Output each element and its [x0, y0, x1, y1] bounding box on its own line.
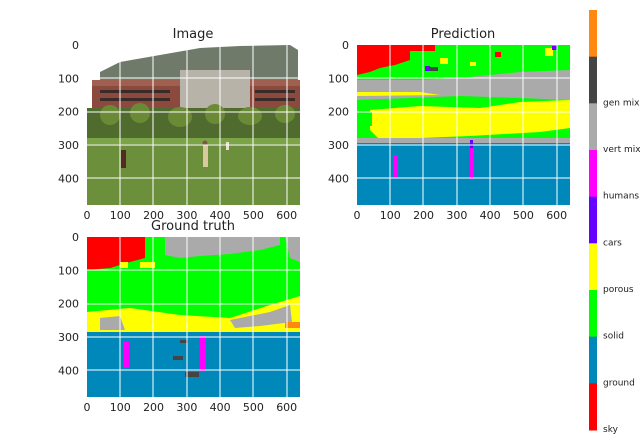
ground-truth-grid [87, 237, 300, 397]
colorbar-labels: sky ground solid porous cars humans vert mix ge… [603, 98, 640, 435]
prediction-title: Prediction [431, 27, 496, 42]
x-tick-label: 400 [210, 401, 231, 414]
colorbar-label: solid [603, 332, 624, 342]
ground-truth-y-ticks: 0 100 200 300 400 [58, 231, 79, 377]
y-tick-label: 300 [328, 139, 349, 152]
colorbar-label: humans [603, 192, 639, 202]
prediction-x-ticks: 0 100 200 300 400 500 600 [354, 209, 568, 222]
colorbar-label: ground [603, 378, 635, 388]
photo [87, 45, 300, 205]
colorbar-segment [589, 290, 597, 338]
y-tick-label: 400 [58, 364, 79, 377]
y-tick-label: 200 [328, 106, 349, 119]
image-y-ticks: 0 100 200 300 400 [58, 39, 79, 185]
colorbar-segment [589, 10, 597, 58]
y-tick-label: 0 [72, 39, 79, 52]
y-tick-label: 100 [328, 72, 349, 85]
x-tick-label: 600 [546, 209, 567, 222]
colorbar-segment [589, 56, 597, 104]
x-tick-label: 100 [110, 209, 131, 222]
y-tick-label: 400 [328, 172, 349, 185]
colorbar: sky ground solid porous cars humans vert mix ge… [589, 10, 640, 435]
image-x-ticks: 0 100 200 300 400 500 600 [84, 209, 298, 222]
y-tick-label: 300 [58, 139, 79, 152]
y-tick-label: 200 [58, 298, 79, 311]
x-tick-label: 200 [143, 401, 164, 414]
y-tick-label: 0 [342, 39, 349, 52]
colorbar-label: cars [603, 238, 622, 248]
image-grid [87, 45, 300, 205]
y-tick-label: 100 [58, 72, 79, 85]
ground-truth-title: Ground truth [151, 219, 235, 234]
x-tick-label: 200 [413, 209, 434, 222]
prediction-map [357, 45, 570, 205]
colorbar-blocks [589, 10, 597, 431]
prediction-grid [357, 45, 570, 205]
y-tick-label: 100 [58, 264, 79, 277]
x-tick-label: 0 [354, 209, 361, 222]
x-tick-label: 100 [380, 209, 401, 222]
x-tick-label: 300 [446, 209, 467, 222]
x-tick-label: 0 [84, 401, 91, 414]
colorbar-segment [589, 103, 597, 151]
ground-truth-panel: Ground truth 0 100 200 30 [58, 219, 300, 414]
y-tick-label: 0 [72, 231, 79, 244]
colorbar-segment [589, 336, 597, 384]
x-tick-label: 400 [210, 209, 231, 222]
x-tick-label: 500 [243, 401, 264, 414]
x-tick-label: 100 [110, 401, 131, 414]
x-tick-label: 600 [276, 401, 297, 414]
x-tick-label: 300 [176, 401, 197, 414]
x-tick-label: 200 [143, 209, 164, 222]
colorbar-segment [589, 196, 597, 244]
prediction-panel: Prediction 0 100 [328, 27, 570, 222]
colorbar-segment [589, 243, 597, 291]
colorbar-label: sky [603, 425, 619, 435]
colorbar-segment [589, 150, 597, 198]
image-panel: Image [58, 27, 300, 222]
x-tick-label: 600 [276, 209, 297, 222]
x-tick-label: 500 [243, 209, 264, 222]
colorbar-label: gen mix [603, 98, 640, 108]
colorbar-label: vert mix [603, 145, 640, 155]
x-tick-label: 0 [84, 209, 91, 222]
y-tick-label: 300 [58, 331, 79, 344]
x-tick-label: 300 [176, 209, 197, 222]
y-tick-label: 200 [58, 106, 79, 119]
colorbar-label: porous [603, 285, 634, 295]
ground-truth-map [87, 237, 300, 397]
x-tick-label: 400 [480, 209, 501, 222]
prediction-y-ticks: 0 100 200 300 400 [328, 39, 349, 185]
x-tick-label: 500 [513, 209, 534, 222]
image-title: Image [173, 27, 214, 42]
y-tick-label: 400 [58, 172, 79, 185]
colorbar-segment [589, 383, 597, 431]
ground-truth-x-ticks: 0 100 200 300 400 500 600 [84, 401, 298, 414]
